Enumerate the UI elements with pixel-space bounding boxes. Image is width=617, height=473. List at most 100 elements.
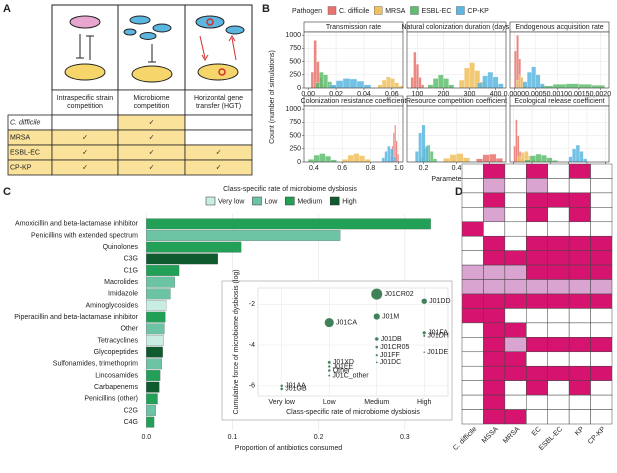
legend-swatch [329, 196, 340, 206]
heat-cell [526, 192, 548, 208]
column-header: Intraspecific strain competition [56, 94, 114, 110]
heat-cell [526, 365, 548, 381]
heat-cell [568, 264, 591, 280]
y-tick-label: Sulfonamides, trimethoprim [53, 361, 138, 368]
heat-cell [547, 192, 570, 208]
hist-bar [319, 153, 326, 163]
hist-bar [575, 144, 580, 163]
heat-cell [526, 380, 548, 396]
heat-cell [568, 322, 591, 338]
heat-cell [590, 322, 613, 338]
hist-bar [535, 74, 541, 89]
heat-cell [483, 235, 506, 251]
point [324, 317, 335, 328]
heat-cell [590, 279, 613, 295]
x-tick-label: ESBL-EC [538, 426, 564, 452]
hist-bar [342, 78, 351, 89]
hist-bar [421, 84, 425, 89]
check-mark: ✓ [149, 149, 155, 156]
point-label: J01DD [429, 298, 450, 305]
bar [146, 311, 166, 323]
bar [146, 381, 160, 393]
x-tick-label: High [417, 399, 432, 406]
x-tick-label: EC [531, 426, 543, 438]
point [327, 368, 331, 373]
hist-bar [443, 158, 450, 163]
heat-cell [547, 394, 570, 410]
hist-bar [308, 159, 315, 163]
point-label: J01FA [428, 330, 448, 337]
legend-label: Medium [297, 198, 322, 205]
hist-bar [335, 80, 344, 89]
point-label: J01CA [336, 319, 357, 326]
panel-label: C [3, 186, 11, 198]
legend-label: C. difficile [339, 8, 369, 15]
legend-title: Pathogen [292, 8, 322, 15]
hist-bar [517, 156, 522, 163]
hist-bar [513, 146, 516, 163]
table-cell [184, 159, 253, 176]
heat-cell [590, 178, 613, 194]
point-label: J01CR05 [380, 344, 409, 351]
heat-cell [504, 178, 527, 194]
x-tick-label: Medium [364, 399, 389, 406]
y-tick-label: 750 [289, 45, 301, 52]
heat-cell [568, 337, 591, 353]
hist-bar [568, 156, 573, 163]
heat-cell [461, 163, 484, 179]
heat-cell [461, 221, 484, 237]
bar [146, 230, 341, 241]
facet-title: Endogenous acquisition rate [515, 24, 603, 31]
check-mark: ✓ [82, 134, 88, 141]
hist-bar [514, 50, 517, 89]
heat-cell [568, 365, 591, 381]
heat-cell [568, 351, 591, 367]
heat-cell [483, 207, 506, 223]
row-label: C. difficile [10, 119, 40, 126]
hist-bar [540, 83, 545, 89]
hist-bar [427, 84, 434, 89]
legend-swatch [456, 6, 465, 15]
hist-bar [349, 78, 358, 89]
row-label: ESBL-EC [10, 149, 40, 156]
point [370, 288, 383, 301]
header-box: Intraspecific strain competition [56, 94, 114, 110]
bar [146, 253, 218, 265]
point-label: J01DC [380, 359, 401, 366]
heat-cell [568, 409, 591, 425]
heat-cell [590, 365, 613, 381]
heat-cell [568, 221, 591, 237]
heat-cell [526, 409, 548, 425]
y-tick-label: C3G [124, 256, 138, 263]
hist-bar [498, 83, 504, 89]
heat-cell [590, 337, 613, 353]
x-tick-label: 0.1 [228, 434, 238, 441]
y-tick-label: Lincosamides [95, 372, 138, 379]
legend-swatch [327, 6, 337, 15]
hist-bar [433, 158, 437, 163]
panel-border [303, 31, 404, 89]
legend-label: CP-KP [467, 8, 489, 15]
row-label: MRSA [10, 134, 31, 141]
heat-cell [461, 178, 484, 194]
heat-cell [526, 207, 548, 223]
y-tick-label: Imidazole [108, 291, 138, 298]
heat-cell [483, 192, 506, 208]
heat-cell [504, 337, 527, 353]
hist-bar [482, 75, 488, 89]
hist-bar [387, 146, 391, 163]
heat-cell [504, 235, 527, 251]
hist-bar [325, 156, 331, 163]
heat-cell [590, 394, 613, 410]
hist-bar [381, 157, 385, 163]
hist-bar [413, 51, 417, 89]
hist-bar [418, 132, 422, 163]
hist-bar [395, 140, 398, 163]
legend-swatch [205, 196, 216, 206]
x-tick-label: 0.6 [337, 165, 347, 172]
hist-bar [438, 74, 444, 89]
check-mark: ✓ [216, 164, 222, 171]
heat-cell [547, 409, 570, 425]
panel-border [509, 105, 610, 163]
bar [146, 370, 161, 381]
